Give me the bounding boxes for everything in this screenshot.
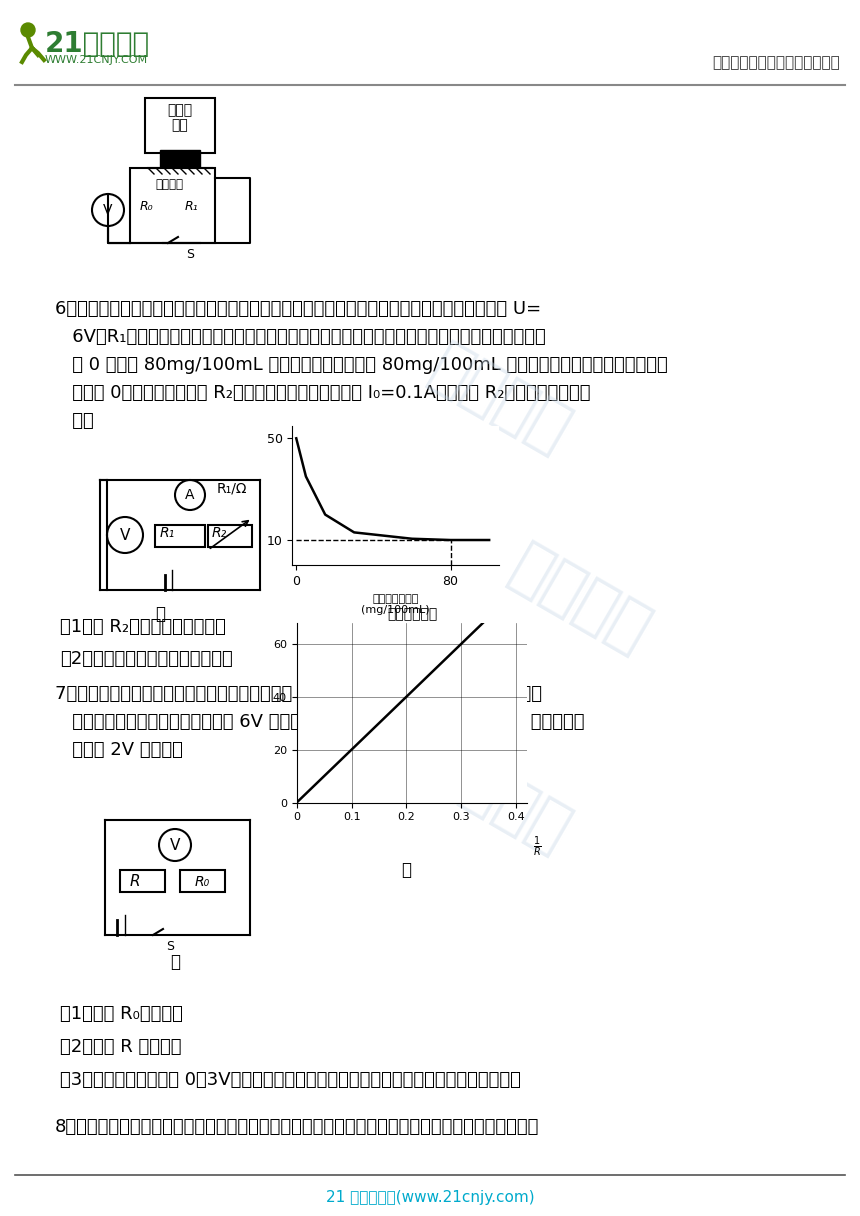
Text: 21世纪教育: 21世纪教育 bbox=[45, 30, 150, 58]
Title: 空气质量指数: 空气质量指数 bbox=[387, 608, 437, 621]
Bar bbox=[145, 98, 215, 153]
Text: 乙: 乙 bbox=[402, 861, 411, 879]
Text: V: V bbox=[103, 203, 113, 216]
Text: 精选资料: 精选资料 bbox=[420, 737, 580, 863]
Text: （1）通过 R₀的电流。: （1）通过 R₀的电流。 bbox=[60, 1004, 183, 1023]
Y-axis label: R₁/Ω: R₁/Ω bbox=[217, 482, 247, 496]
Text: 21 世纪教育网(www.21cnjy.com): 21 世纪教育网(www.21cnjy.com) bbox=[326, 1190, 534, 1205]
Text: 于 0 且小于 80mg/100mL 为酒驾，达到或者超过 80mg/100mL 为醉驾。使用前（即气体中酒精含: 于 0 且小于 80mg/100mL 为酒驾，达到或者超过 80mg/100mL… bbox=[55, 356, 667, 375]
Text: 系如图乙所示。已知：电源电压为 6V 且保持不变，定值电阻 R₀为 4Ω。当闭合开关 S 后，电压表: 系如图乙所示。已知：电源电压为 6V 且保持不变，定值电阻 R₀为 4Ω。当闭合… bbox=[55, 713, 585, 731]
Text: 8．亮亮设计了一个用电压表的示数变化反映环境温度变化的电路，其电路原理图如图甲所示。其中，: 8．亮亮设计了一个用电压表的示数变化反映环境温度变化的电路，其电路原理图如图甲所… bbox=[55, 1118, 539, 1136]
Bar bbox=[160, 150, 200, 168]
Text: WWW.21CNJY.COM: WWW.21CNJY.COM bbox=[45, 55, 148, 64]
Text: 变。: 变。 bbox=[55, 412, 94, 430]
Text: S: S bbox=[186, 248, 194, 261]
Text: 示数为 2V 时，求：: 示数为 2V 时，求： bbox=[55, 741, 183, 759]
Text: V: V bbox=[169, 838, 181, 852]
Bar bbox=[155, 525, 205, 547]
Text: 甲: 甲 bbox=[170, 953, 180, 972]
Text: 6．酒后不开车是每个司机必须遵守的交通法规。图甲是酒精测试仪工作电路原理图，电源电压 U=: 6．酒后不开车是每个司机必须遵守的交通法规。图甲是酒精测试仪工作电路原理图，电源… bbox=[55, 300, 541, 319]
Text: 乙: 乙 bbox=[388, 621, 397, 640]
Circle shape bbox=[159, 829, 191, 861]
Circle shape bbox=[107, 517, 143, 553]
Circle shape bbox=[92, 195, 124, 226]
Bar bbox=[180, 869, 225, 893]
Text: （1）求 R₂接入电路中的阻值。: （1）求 R₂接入电路中的阻值。 bbox=[60, 618, 226, 636]
Text: R₀: R₀ bbox=[140, 199, 154, 213]
Text: R: R bbox=[130, 874, 140, 889]
Bar bbox=[120, 869, 165, 893]
Text: V: V bbox=[120, 528, 130, 542]
Text: $\frac{1}{R}$: $\frac{1}{R}$ bbox=[532, 834, 542, 858]
Text: A: A bbox=[185, 488, 194, 502]
Text: 精选资料: 精选资料 bbox=[420, 337, 580, 463]
Circle shape bbox=[175, 480, 205, 510]
Circle shape bbox=[21, 23, 35, 36]
Text: R₁: R₁ bbox=[185, 199, 199, 213]
Text: R₂: R₂ bbox=[212, 527, 227, 540]
Text: （3）若电压表的量程为 0～3V，在保证电路安全工作的情况下，空气质量指数最大为多少。: （3）若电压表的量程为 0～3V，在保证电路安全工作的情况下，空气质量指数最大为… bbox=[60, 1071, 521, 1090]
Text: 6V，R₁为气敏电阻，它的阻值随气体中酒精含量的变化而变化，如图乙所示。气体中酒精含量大: 6V，R₁为气敏电阻，它的阻值随气体中酒精含量的变化而变化，如图乙所示。气体中酒… bbox=[55, 328, 546, 347]
Bar bbox=[130, 168, 215, 243]
Bar bbox=[208, 525, 252, 547]
Text: S: S bbox=[166, 940, 174, 953]
Text: R₁: R₁ bbox=[160, 527, 175, 540]
Text: （2）电阻 R 的阻值。: （2）电阻 R 的阻值。 bbox=[60, 1038, 181, 1055]
Text: 压敏电阻: 压敏电阻 bbox=[155, 178, 183, 191]
Text: （2）求酒驾和醉驾的电流临界值。: （2）求酒驾和醉驾的电流临界值。 bbox=[60, 651, 233, 668]
Text: R₀: R₀ bbox=[194, 876, 210, 889]
Text: 升降机: 升降机 bbox=[168, 103, 193, 117]
Text: 7．如图甲是一个检测空气质量指数的电路。其中 R 为气敏电阻，其电阻的倒数与空气质量指数的关: 7．如图甲是一个检测空气质量指数的电路。其中 R 为气敏电阻，其电阻的倒数与空气… bbox=[55, 685, 542, 703]
X-axis label: 气体中酒精含量
(mg/100mL): 气体中酒精含量 (mg/100mL) bbox=[361, 593, 430, 615]
Text: 甲: 甲 bbox=[155, 606, 165, 623]
Text: 量等于 0）调节滑动变阻器 R₂的滑片，此时电流表示数为 I₀=0.1A，使用中 R₂的滑片位置保持不: 量等于 0）调节滑动变阻器 R₂的滑片，此时电流表示数为 I₀=0.1A，使用中… bbox=[55, 384, 591, 402]
Text: 精选资料: 精选资料 bbox=[500, 536, 660, 664]
Bar bbox=[15, 12, 190, 74]
Text: 中小学教育资源及组卷应用平台: 中小学教育资源及组卷应用平台 bbox=[712, 55, 840, 71]
Text: 物块: 物块 bbox=[172, 118, 188, 133]
